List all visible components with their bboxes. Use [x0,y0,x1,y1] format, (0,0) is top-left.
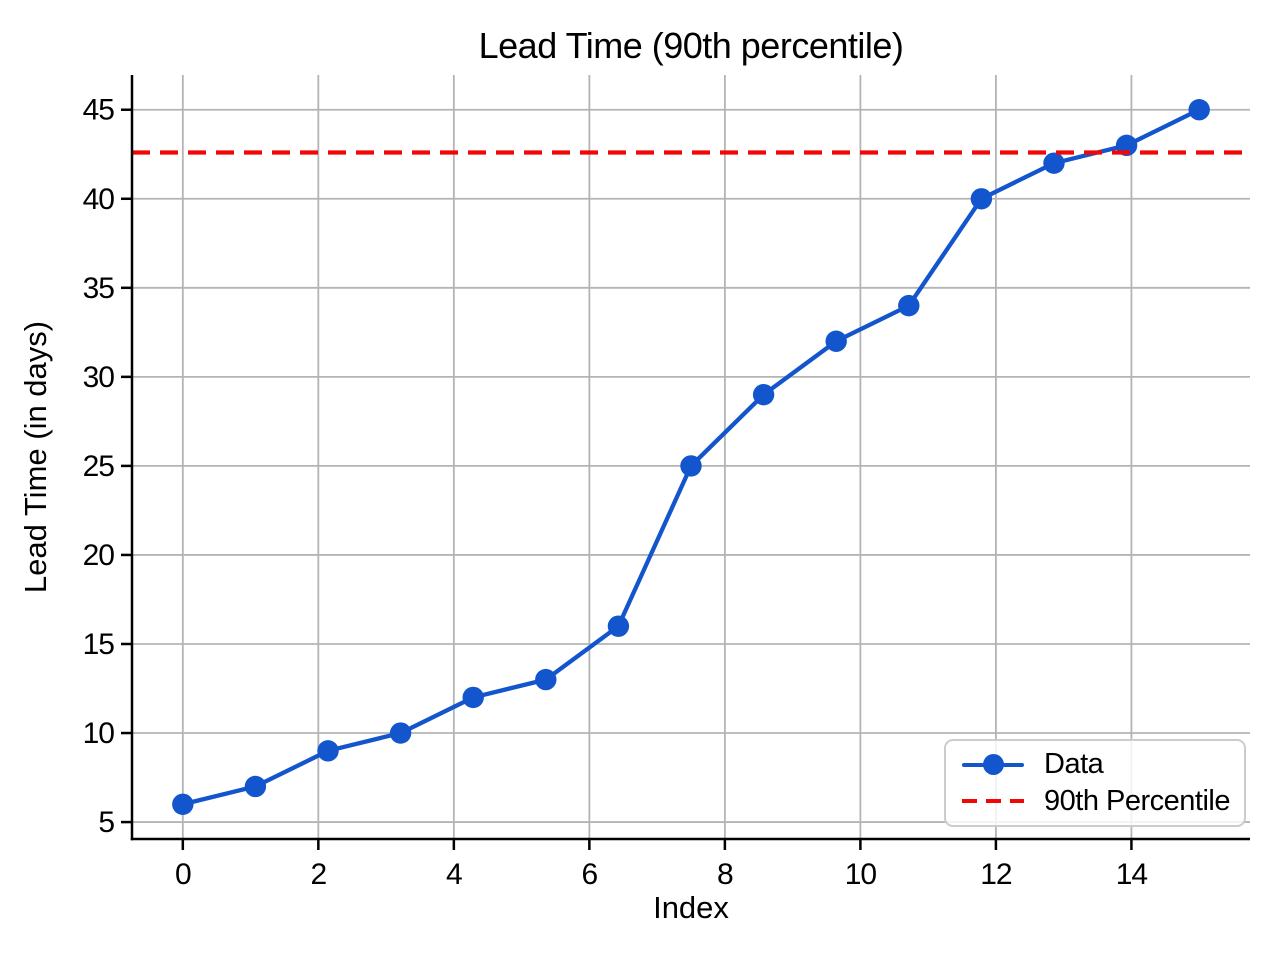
y-tick-label: 20 [83,539,115,572]
data-point-marker [317,740,339,762]
y-tick-label: 15 [83,628,115,661]
data-point-marker [535,668,557,691]
y-tick-label: 25 [83,450,115,483]
y-tick-label: 5 [98,806,114,839]
data-point-marker [389,722,412,744]
chart-title: Lead Time (90th percentile) [478,25,904,66]
y-tick-label: 30 [83,361,115,394]
legend-item-data: Data [962,748,1228,781]
data-point-marker [607,615,630,637]
data-point-marker [898,294,920,317]
data-marker-icon [982,754,1004,776]
legend-label-data: Data [1044,748,1104,781]
y-tick-label: 40 [83,183,115,216]
data-point-marker [1188,99,1210,121]
data-point-marker [752,383,775,406]
legend: Data 90th Percentile [944,739,1246,827]
x-tick-label: 8 [717,858,733,891]
data-point-marker [1043,152,1065,174]
data-point-marker [244,775,267,798]
y-axis-label: Lead Time (in days) [18,320,53,594]
x-tick-label: 10 [845,858,877,891]
data-point-marker [825,330,847,352]
x-axis-label: Index [653,890,729,925]
x-tick-label: 0 [175,858,191,891]
y-tick-label: 10 [83,717,115,750]
percentile-line-sample-icon [962,790,1024,812]
x-tick-label: 4 [446,858,462,891]
x-tick-label: 14 [1116,858,1148,891]
data-point-marker [680,455,702,477]
x-tick-label: 2 [310,858,326,891]
x-tick-label: 12 [980,858,1012,891]
data-point-marker [970,188,993,210]
legend-item-percentile: 90th Percentile [962,784,1230,818]
x-tick-label: 6 [582,858,598,891]
y-tick-label: 35 [83,272,115,305]
y-tick-label: 45 [83,94,115,127]
data-point-marker [172,793,194,815]
data-line-sample-icon [962,754,1024,776]
data-point-marker [462,686,484,709]
legend-label-percentile: 90th Percentile [1044,784,1230,817]
dashed-line-icon [962,798,1024,804]
